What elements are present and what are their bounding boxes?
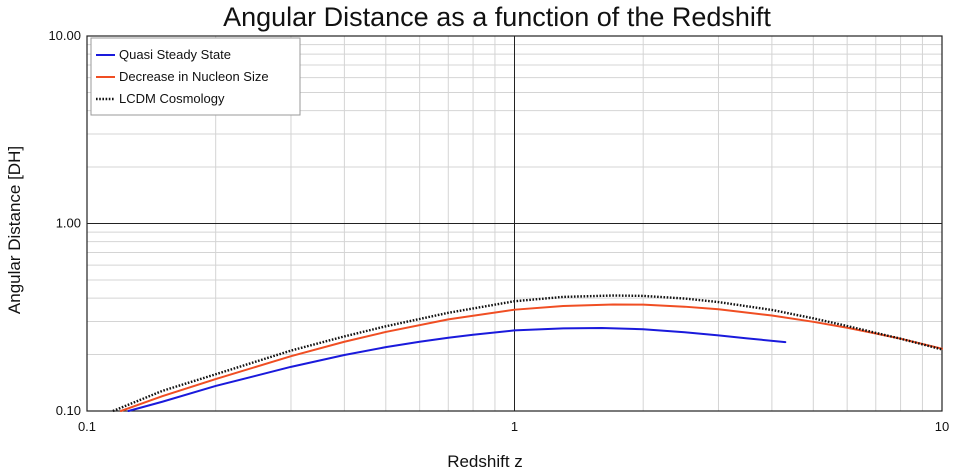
legend-label: Quasi Steady State	[119, 47, 231, 62]
y-tick-labels: 0.10 1.00 10.00	[48, 28, 81, 418]
x-axis-label: Redshift z	[447, 452, 523, 471]
plot-frame	[86, 35, 943, 412]
series-line-quasi-steady-state	[127, 327, 787, 412]
y-tick-label: 0.10	[56, 403, 81, 418]
y-tick-label: 1.00	[56, 216, 81, 231]
y-axis-label: Angular Distance [DH]	[5, 146, 24, 314]
x-tick-label: 0.1	[78, 419, 96, 434]
legend: Quasi Steady State Decrease in Nucleon Si…	[90, 37, 301, 116]
x-tick-label: 10	[935, 419, 949, 434]
chart-title: Angular Distance as a function of the Re…	[223, 2, 771, 32]
x-tick-label: 1	[511, 419, 518, 434]
series-line-lcdm-cosmology	[112, 294, 943, 413]
x-tick-labels: 0.1 1 10	[78, 419, 949, 434]
legend-label: LCDM Cosmology	[119, 91, 225, 106]
legend-label: Decrease in Nucleon Size	[119, 69, 269, 84]
y-tick-label: 10.00	[48, 28, 81, 43]
series-layer	[112, 294, 943, 413]
legend-box	[90, 37, 301, 116]
series-line-decrease-in-nucleon-size	[119, 303, 943, 412]
